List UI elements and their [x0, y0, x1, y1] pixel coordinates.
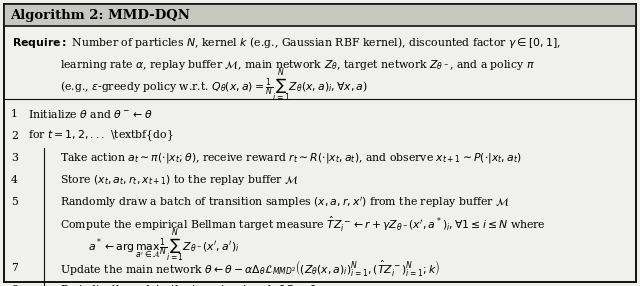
Text: Periodically update the target network $\theta^- \leftarrow \theta$: Periodically update the target network $…	[60, 283, 317, 286]
Text: Take action $a_t \sim \pi(\cdot|x_t; \theta)$, receive reward $r_t \sim R(\cdot|: Take action $a_t \sim \pi(\cdot|x_t; \th…	[60, 151, 522, 165]
Text: $a^* \leftarrow \arg\max_{a' \in \mathcal{A}} \frac{1}{N} \sum_{i=1}^{N} Z_{\the: $a^* \leftarrow \arg\max_{a' \in \mathca…	[88, 227, 239, 265]
Text: learning rate $\alpha$, replay buffer $\mathcal{M}$, main network $Z_\theta$, ta: learning rate $\alpha$, replay buffer $\…	[60, 57, 535, 72]
Text: 8: 8	[11, 285, 18, 286]
Text: 2: 2	[11, 131, 18, 141]
Bar	[4, 4, 636, 26]
Text: (e.g., $\epsilon$-greedy policy w.r.t. $Q_\theta(x,a) = \frac{1}{N}\sum_{i=1}^{N: (e.g., $\epsilon$-greedy policy w.r.t. $…	[60, 68, 368, 105]
Text: for $t = 1, 2,...$ $\mathbf{do}$: for $t = 1, 2,...$ $\mathbf{do}$	[0, 285, 1, 286]
Text: Initialize $\theta$ and $\theta^- \leftarrow \theta$: Initialize $\theta$ and $\theta^- \lefta…	[28, 108, 152, 120]
Text: 1: 1	[11, 109, 18, 119]
Text: Store $(x_t, a_t, r_t, x_{t+1})$ to the replay buffer $\mathcal{M}$: Store $(x_t, a_t, r_t, x_{t+1})$ to the …	[60, 173, 299, 187]
Text: 3: 3	[11, 153, 18, 163]
Text: 7: 7	[11, 263, 18, 273]
Text: Compute the empirical Bellman target measure $\hat{T}Z_i^- \leftarrow r + \gamma: Compute the empirical Bellman target mea…	[60, 214, 546, 234]
Text: 6: 6	[0, 285, 1, 286]
Text: Update the main network $\theta \leftarrow \theta - \alpha\Delta_\theta\mathcal{: Update the main network $\theta \leftarr…	[60, 258, 440, 278]
Text: 5: 5	[11, 197, 18, 207]
Text: for $t = 1, 2,...$ \textbf{do}: for $t = 1, 2,...$ \textbf{do}	[28, 129, 174, 143]
Text: $\mathbf{Require:}$ Number of particles $N$, kernel $k$ (e.g., Gaussian RBF kern: $\mathbf{Require:}$ Number of particles …	[12, 35, 561, 50]
Text: Algorithm 2: MMD-DQN: Algorithm 2: MMD-DQN	[10, 9, 190, 21]
Text: 4: 4	[11, 175, 18, 185]
Text: Randomly draw a batch of transition samples $(x, a, r, x')$ from the replay buff: Randomly draw a batch of transition samp…	[60, 194, 509, 210]
